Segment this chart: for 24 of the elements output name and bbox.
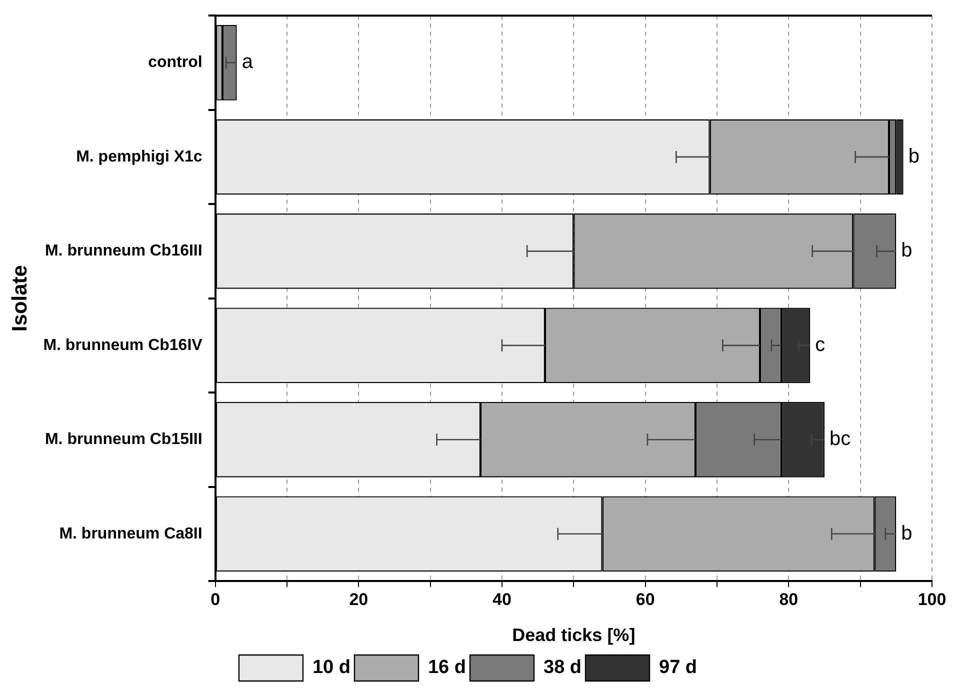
annotation: b [901,522,912,544]
x-tick-label: 40 [492,590,512,609]
annotation: c [815,334,826,356]
x-tick-label: 80 [779,590,798,609]
y-tick-label: M. brunneum Ca8II [59,525,202,542]
x-tick-label: 100 [918,590,946,609]
legend-label: 16 d [428,657,466,678]
annotation: b [901,240,912,262]
annotation: a [242,51,254,74]
y-tick-label: control [148,54,202,72]
y-tick-label: M. brunneum Cb16IV [43,336,203,354]
legend-label: 97 d [659,657,698,678]
y-tick-label: M. pemphigi X1c [76,148,202,166]
x-tick-label: 0 [210,590,220,609]
legend-label: 38 d [544,657,582,678]
x-tick-label: 60 [636,590,655,609]
y-tick-label: M. brunneum Cb16III [44,242,202,260]
annotation: b [908,145,920,168]
y-axis-title: Isolate [8,265,32,332]
annotation: bc [830,428,851,450]
legend-label: 10 d [312,657,350,678]
x-axis-title: Dead ticks [%] [512,625,636,646]
y-tick-label: M. brunneum Cb15III [44,431,202,448]
x-tick-label: 20 [349,590,368,609]
